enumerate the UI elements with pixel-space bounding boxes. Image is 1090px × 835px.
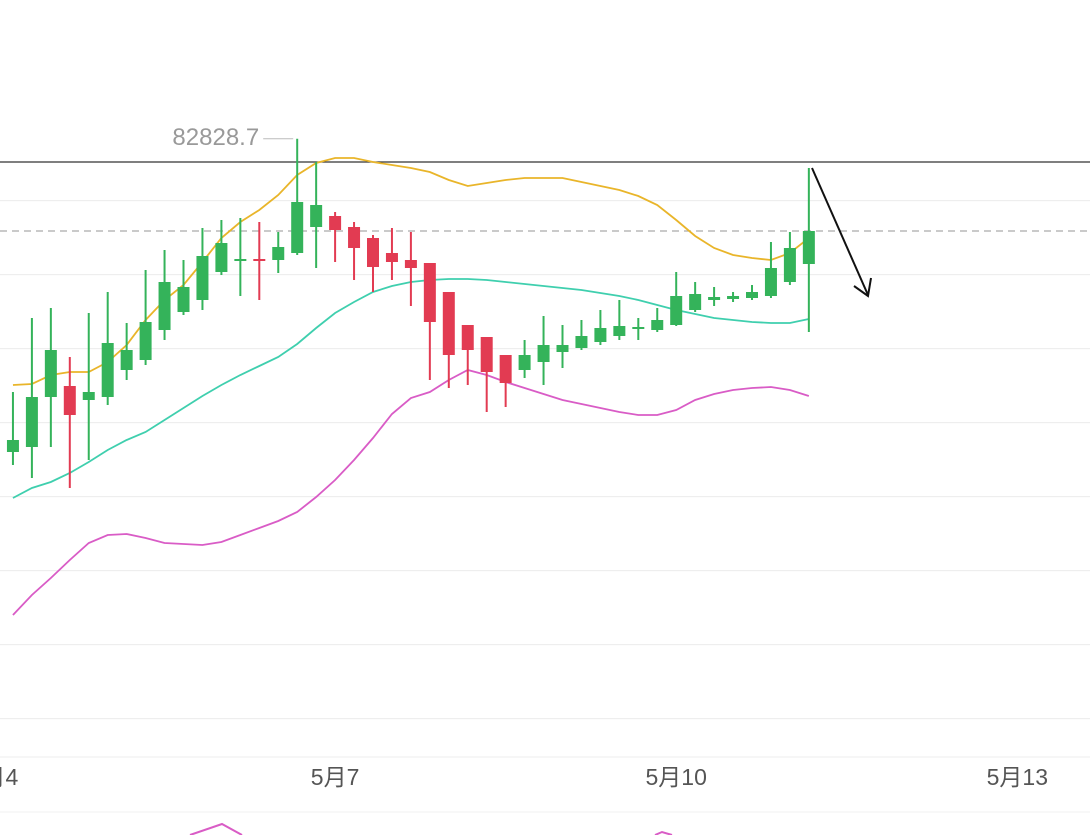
candle-body [461, 325, 474, 350]
candle-body [25, 397, 38, 447]
candle-body [594, 328, 607, 342]
band-layer [12, 157, 810, 616]
candle-body [689, 294, 702, 310]
candle-body [215, 243, 228, 272]
candle-body [651, 320, 664, 330]
candle-body [480, 337, 493, 372]
candle-body [727, 296, 740, 299]
x-tick-label: 5月7 [311, 764, 360, 790]
candle-body [575, 336, 588, 348]
candle-body [234, 259, 247, 261]
candle-body [404, 260, 417, 268]
candle-body [499, 355, 512, 383]
candle-body [196, 256, 209, 300]
candle-body [329, 216, 342, 230]
candle-body [802, 231, 815, 264]
candle-body [291, 202, 304, 253]
candle-body [6, 440, 19, 452]
candle-body [764, 268, 777, 296]
candle-body [272, 247, 285, 260]
annotation-arrow-head [853, 277, 872, 298]
candle-body [367, 238, 379, 267]
candle-body [385, 253, 398, 262]
candle-body [158, 282, 171, 330]
candle-body [670, 296, 683, 325]
candle-body [442, 292, 455, 355]
candle-body [63, 386, 76, 415]
candle-body [44, 350, 57, 397]
lower-panel-line [654, 830, 673, 835]
x-tick-label: 5月10 [646, 764, 707, 790]
candle-body [139, 322, 152, 360]
candle-body [556, 345, 569, 352]
candle-body [101, 343, 114, 397]
candle-body [746, 292, 758, 298]
x-tick-label: 5月13 [987, 764, 1048, 790]
candle-body [310, 205, 323, 227]
candle-body [783, 248, 796, 282]
x-tick-label: 5月4 [0, 764, 18, 790]
candle-body [537, 345, 550, 362]
candle-body [708, 297, 721, 300]
candle-body [613, 326, 626, 336]
candle-body [632, 327, 645, 329]
candle-body [82, 392, 95, 400]
annotation-arrow [811, 167, 869, 296]
band-line [12, 369, 810, 616]
label-layer: 5月4 5月7 5月10 5月13 82828.7 [0, 124, 1048, 790]
candle-body [177, 287, 190, 312]
candle-body [518, 355, 531, 370]
candle-body [348, 227, 361, 248]
band-line [12, 278, 810, 499]
high-label: 82828.7 [172, 124, 259, 151]
candle-body [120, 350, 133, 370]
grid-layer [0, 161, 1090, 758]
candle-body [423, 263, 436, 322]
lower-panel-line [189, 822, 243, 835]
candle-layer [6, 138, 815, 488]
candle-body [253, 259, 266, 261]
